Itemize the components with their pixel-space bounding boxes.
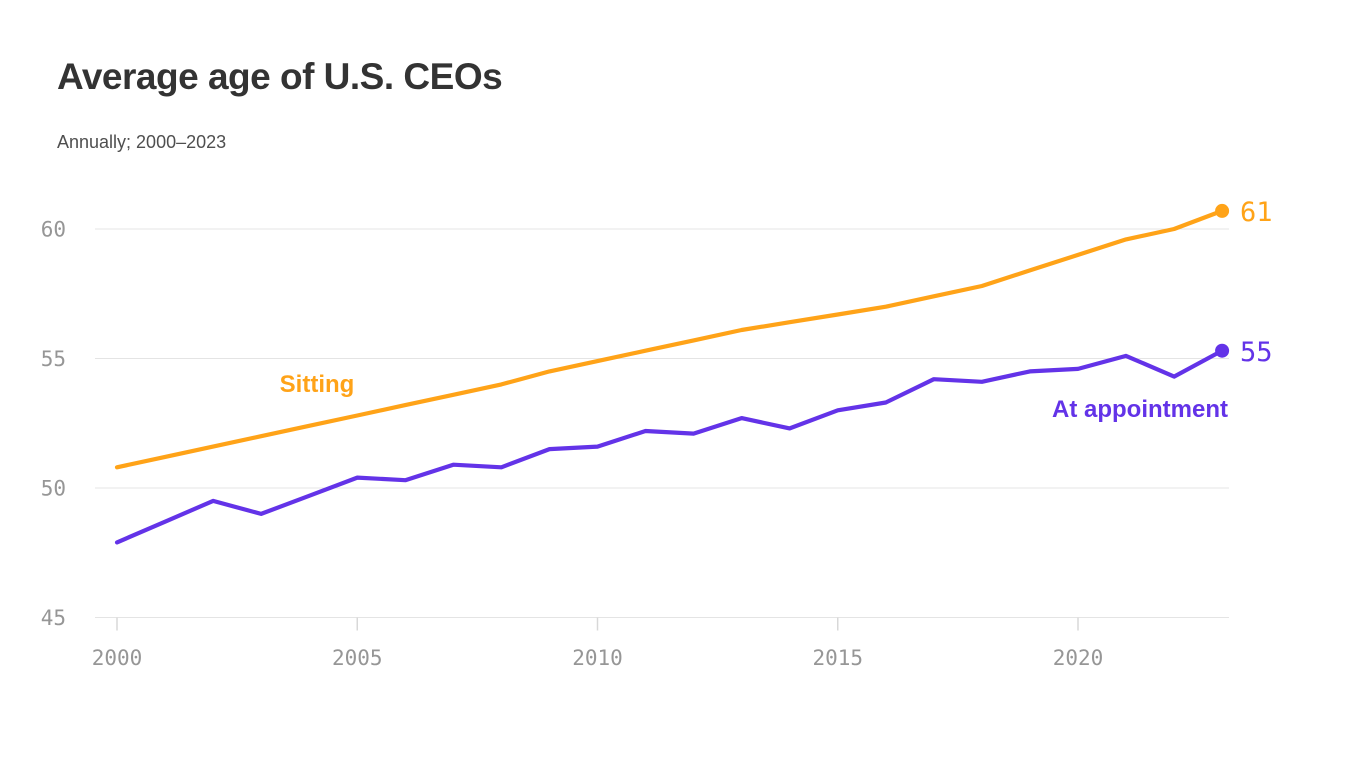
y-tick-label-60: 60 — [41, 218, 66, 242]
end-value-label-sitting: 61 — [1240, 197, 1273, 228]
series-label-at-appointment: At appointment — [1052, 396, 1228, 423]
series-layer — [114, 203, 1230, 545]
sitting-end-dot — [1215, 203, 1230, 218]
chart-subtitle: Annually; 2000–2023 — [57, 132, 227, 152]
x-tick-label-2000: 2000 — [92, 646, 143, 670]
at-appointment-line — [114, 348, 1225, 545]
x-tick-label-2020: 2020 — [1053, 646, 1104, 670]
y-tick-label-50: 50 — [41, 477, 66, 501]
x-tick-label-2005: 2005 — [332, 646, 383, 670]
chart-title: Average age of U.S. CEOs — [57, 56, 503, 97]
end-value-label-at-appointment: 55 — [1240, 337, 1273, 368]
y-tick-label-55: 55 — [41, 347, 66, 371]
y-tick-label-45: 45 — [41, 606, 66, 630]
grid-layer: 60 55 50 45 2000 2005 2010 2015 2020 — [41, 218, 1229, 670]
at-appointment-end-dot — [1215, 343, 1230, 358]
series-label-sitting: Sitting — [280, 371, 355, 398]
x-tick-label-2015: 2015 — [812, 646, 863, 670]
x-tick-label-2010: 2010 — [572, 646, 623, 670]
sitting-line — [114, 208, 1225, 470]
